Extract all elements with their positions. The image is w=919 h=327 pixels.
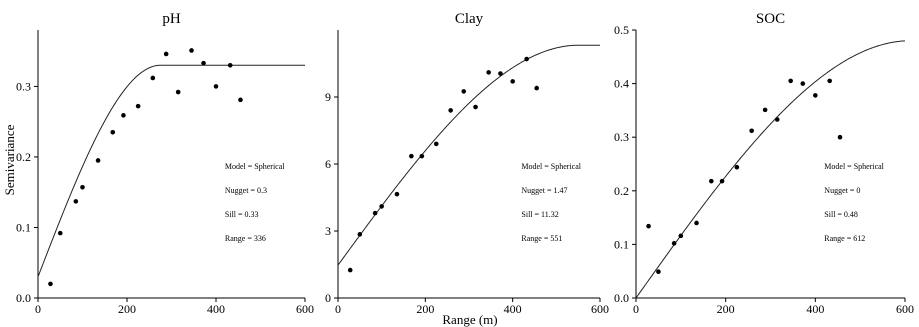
x-tick-label: 200 bbox=[416, 302, 434, 316]
data-point bbox=[347, 267, 353, 273]
data-point bbox=[448, 108, 453, 113]
data-point bbox=[719, 178, 725, 184]
x-tick-label: 0 bbox=[335, 302, 341, 316]
data-point bbox=[749, 128, 754, 134]
data-point bbox=[762, 107, 768, 113]
data-point bbox=[461, 89, 467, 94]
x-tick-label: 0 bbox=[633, 302, 639, 316]
x-tick-label: 600 bbox=[591, 302, 609, 316]
x-tick-label: 200 bbox=[118, 302, 136, 316]
chart-panel-3: SOC 0.0 0.1 0.2 0.3 0.4 0.5 0 200 400 600 Model = S… bbox=[614, 11, 914, 316]
data-point bbox=[837, 134, 843, 140]
model-annotation: Range = 336 bbox=[225, 234, 266, 243]
data-point bbox=[175, 89, 181, 95]
figure-ylabel: Semivariance bbox=[2, 124, 17, 195]
x-tick-label: 600 bbox=[296, 302, 314, 316]
data-point bbox=[646, 223, 651, 229]
y-tick-label: 0.5 bbox=[614, 23, 629, 37]
data-point bbox=[379, 204, 384, 209]
y-tick-label: 0.2 bbox=[614, 184, 629, 198]
chart-title: SOC bbox=[756, 11, 785, 27]
data-point bbox=[73, 199, 79, 204]
data-point bbox=[110, 129, 116, 135]
data-point bbox=[709, 178, 714, 184]
data-point bbox=[524, 56, 529, 62]
data-point bbox=[135, 103, 141, 109]
data-point bbox=[534, 85, 539, 91]
model-annotation: Sill = 11.32 bbox=[521, 210, 558, 219]
x-tick-label: 0 bbox=[35, 302, 41, 316]
data-point bbox=[473, 104, 478, 110]
y-tick-label: 6 bbox=[325, 157, 331, 171]
data-point bbox=[671, 241, 677, 246]
data-point bbox=[827, 78, 832, 84]
y-tick-label: 0.2 bbox=[16, 150, 31, 164]
data-point bbox=[774, 117, 780, 122]
data-point bbox=[95, 158, 101, 163]
x-tick-label: 400 bbox=[207, 302, 225, 316]
x-tick-label: 200 bbox=[717, 302, 735, 316]
y-tick-label: 9 bbox=[325, 90, 331, 104]
data-point bbox=[800, 81, 806, 86]
data-point bbox=[57, 230, 63, 236]
data-point bbox=[678, 233, 684, 239]
x-tick-label: 400 bbox=[806, 302, 824, 316]
data-point bbox=[510, 79, 515, 84]
data-point bbox=[189, 48, 194, 53]
data-point bbox=[372, 210, 378, 216]
data-point bbox=[357, 232, 363, 237]
y-tick-label: 0.3 bbox=[16, 79, 31, 93]
data-point bbox=[694, 220, 699, 226]
model-annotation: Nugget = 1.47 bbox=[521, 186, 567, 195]
data-point bbox=[48, 281, 53, 287]
data-point bbox=[734, 164, 740, 170]
y-tick-label: 0.0 bbox=[16, 291, 31, 305]
data-point bbox=[150, 75, 156, 81]
data-point bbox=[213, 84, 219, 89]
model-curve bbox=[37, 64, 305, 278]
data-point bbox=[813, 93, 818, 98]
data-point bbox=[433, 141, 439, 147]
data-point bbox=[80, 184, 85, 190]
chart-title: Clay bbox=[455, 11, 484, 27]
data-point bbox=[227, 62, 233, 68]
y-tick-label: 0.1 bbox=[16, 220, 31, 234]
model-annotation: Nugget = 0.3 bbox=[225, 186, 267, 195]
y-tick-label: 0.3 bbox=[614, 130, 629, 144]
data-point bbox=[498, 71, 503, 76]
y-tick-label: 3 bbox=[325, 224, 331, 238]
y-tick-label: 0 bbox=[325, 291, 331, 305]
model-curve bbox=[337, 44, 600, 266]
data-point bbox=[163, 51, 169, 57]
chart-title: pH bbox=[162, 11, 181, 27]
model-annotation: Model = Spherical bbox=[225, 162, 285, 171]
y-tick-label: 0.1 bbox=[614, 237, 629, 251]
data-point bbox=[238, 97, 243, 103]
model-annotation: Model = Spherical bbox=[521, 162, 581, 171]
data-point bbox=[419, 153, 425, 159]
model-annotation: Nugget = 0 bbox=[824, 186, 860, 195]
chart-panel-1: pH 0.0 0.1 0.2 0.3 0 200 400 600 Model = Spherica… bbox=[16, 11, 314, 316]
data-point bbox=[394, 191, 400, 197]
figure-xlabel: Range (m) bbox=[442, 312, 497, 327]
data-point bbox=[788, 78, 793, 84]
x-tick-label: 600 bbox=[896, 302, 914, 316]
data-point bbox=[201, 60, 206, 66]
data-point bbox=[656, 269, 661, 275]
y-tick-label: 0.4 bbox=[614, 77, 629, 91]
data-point bbox=[409, 153, 414, 159]
data-point bbox=[486, 70, 491, 75]
y-tick-label: 0.0 bbox=[614, 291, 629, 305]
model-annotation: Sill = 0.33 bbox=[225, 210, 259, 219]
model-annotation: Range = 612 bbox=[824, 234, 865, 243]
x-tick-label: 400 bbox=[504, 302, 522, 316]
model-annotation: Sill = 0.48 bbox=[824, 210, 858, 219]
model-annotation: Model = Spherical bbox=[824, 162, 884, 171]
model-annotation: Range = 551 bbox=[521, 234, 562, 243]
chart-panel-2: Clay 0 3 6 9 0 200 400 600 Model = Spherical Nugge… bbox=[325, 11, 609, 316]
data-point bbox=[121, 113, 126, 118]
